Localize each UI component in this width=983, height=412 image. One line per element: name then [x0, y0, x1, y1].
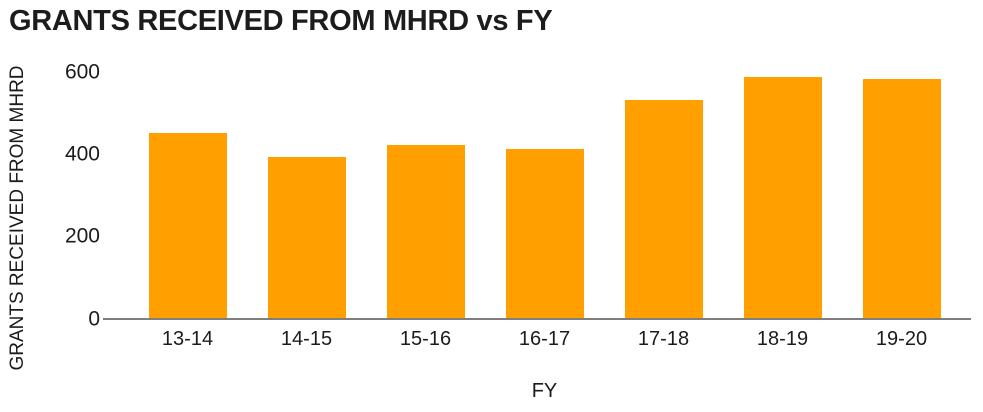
y-tick-label: 400 — [64, 142, 100, 166]
x-tick-label: 18-19 — [756, 328, 809, 350]
y-tick-label: 0 — [88, 307, 100, 330]
y-tick-label: 200 — [64, 224, 100, 248]
x-axis-label-row: FY — [128, 380, 961, 403]
chart-title: GRANTS RECEIVED FROM MHRD vs FY — [9, 5, 553, 37]
bar-slot — [723, 70, 842, 318]
x-tick-label: 15-16 — [399, 328, 452, 350]
x-axis-label: FY — [531, 380, 558, 402]
bar-19-20 — [862, 79, 941, 318]
x-tick-label: 16-17 — [518, 328, 571, 350]
bar-slot — [366, 70, 485, 318]
bars-area — [128, 70, 961, 318]
bar-14-15 — [267, 157, 346, 318]
x-tick-label: 13-14 — [161, 328, 214, 350]
x-tick-label: 14-15 — [280, 328, 333, 350]
x-axis-ticks: 13-14 14-15 15-16 16-17 17-18 18-19 19-20 — [128, 328, 961, 351]
bar-13-14 — [148, 132, 227, 318]
bar-slot — [128, 70, 247, 318]
bar-18-19 — [743, 77, 822, 318]
bar-slot — [604, 70, 723, 318]
x-axis-line — [103, 318, 971, 320]
bar-slot — [842, 70, 961, 318]
bar-15-16 — [386, 145, 465, 318]
bar-16-17 — [505, 149, 584, 318]
x-tick-label: 17-18 — [637, 328, 690, 350]
bar-slot — [485, 70, 604, 318]
y-tick-label: 600 — [64, 60, 100, 83]
bar-17-18 — [624, 99, 703, 318]
x-tick-label: 19-20 — [875, 328, 928, 350]
bar-slot — [247, 70, 366, 318]
